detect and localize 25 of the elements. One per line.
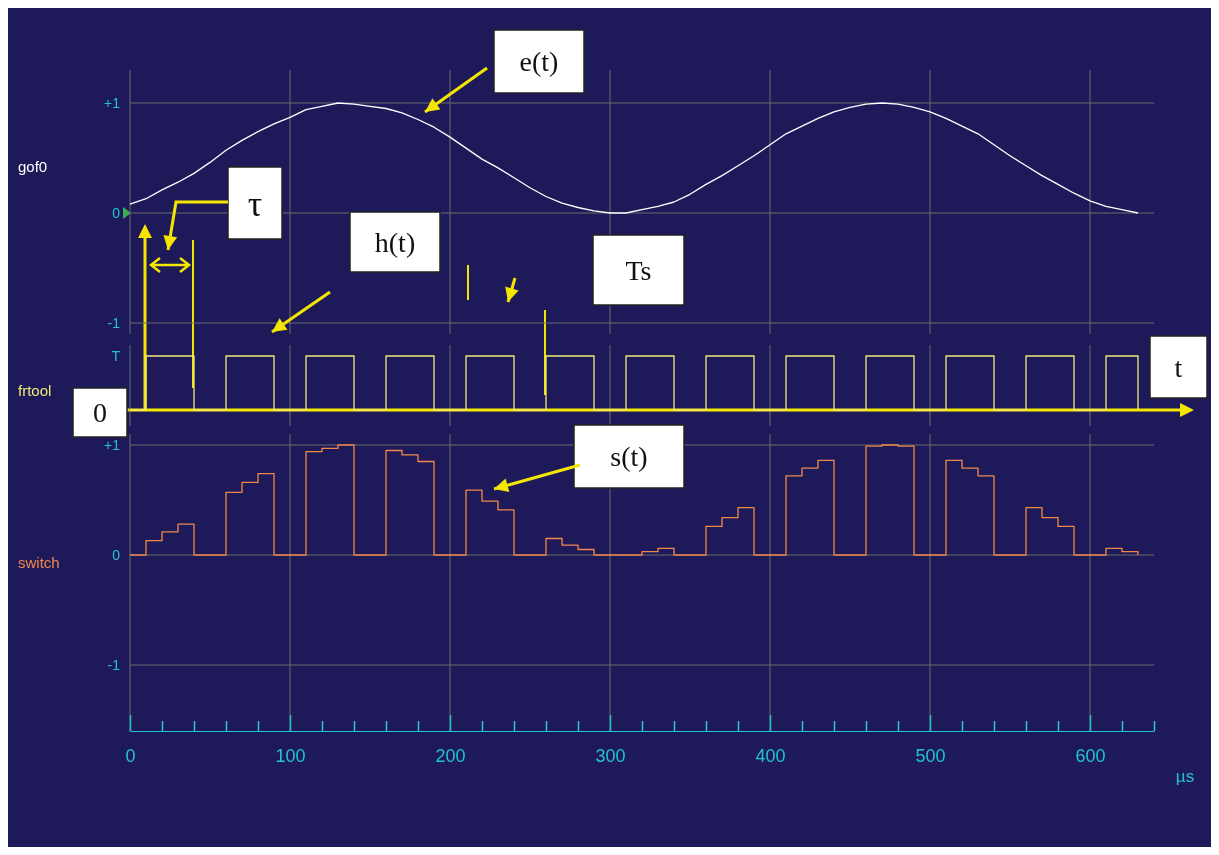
text: t [1174, 351, 1183, 383]
x-tick-label: 100 [275, 745, 306, 766]
y-tick-label: 0 [112, 204, 121, 221]
text: T [111, 347, 121, 364]
y-tick-label: +1 [104, 436, 121, 453]
x-tick-label: 200 [435, 745, 466, 766]
annotation: τ [247, 183, 263, 224]
x-tick-label: 0 [125, 745, 136, 766]
x-tick-label: 300 [595, 745, 626, 766]
annotation: e(t) [519, 46, 559, 78]
y-axis-title: gof0 [18, 158, 48, 175]
y-tick-label: 0 [112, 546, 121, 563]
x-tick-label: 500 [915, 745, 946, 766]
y-tick-label: -1 [107, 656, 121, 673]
x-tick-label: 600 [1075, 745, 1106, 766]
annotation: s(t) [610, 441, 648, 473]
annotation: h(t) [374, 226, 416, 258]
y-axis-title: frtool [18, 381, 52, 399]
x-tick-label: 400 [755, 745, 786, 766]
line-series [129, 102, 1139, 214]
x-axis-title: µs [1175, 767, 1195, 786]
y-tick-label: +1 [104, 94, 121, 111]
annotation: Ts [625, 254, 652, 286]
y-tick-label: -1 [107, 314, 121, 331]
y-axis-title: switch [18, 553, 60, 571]
